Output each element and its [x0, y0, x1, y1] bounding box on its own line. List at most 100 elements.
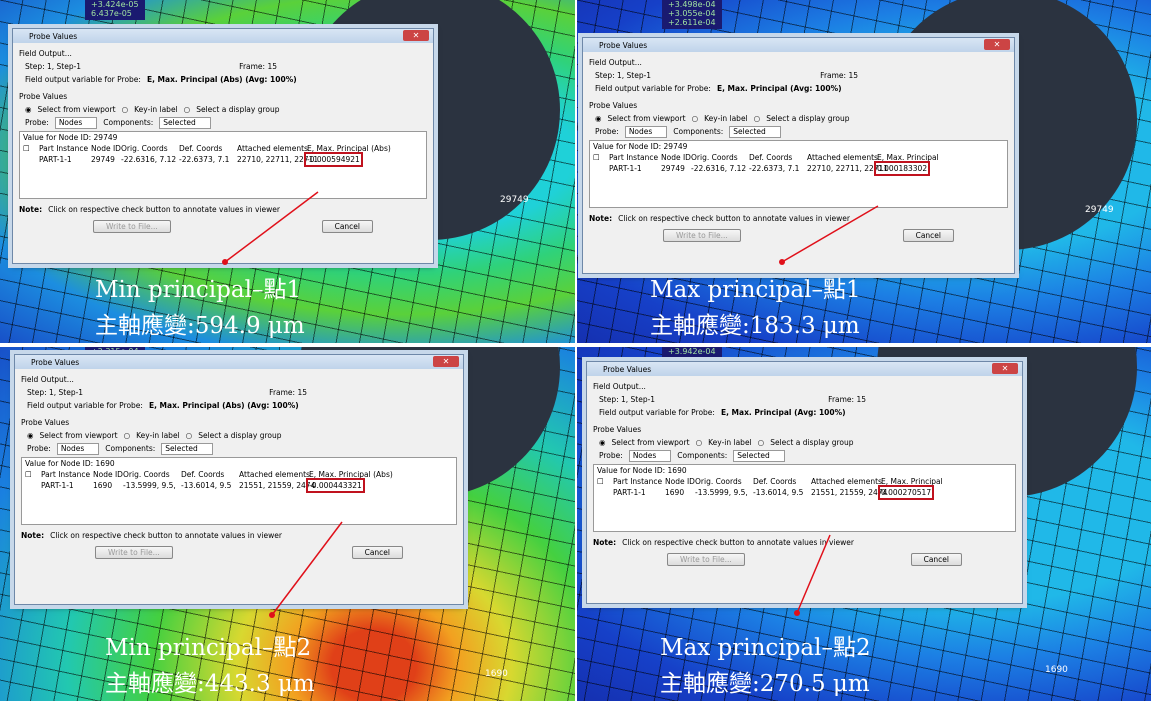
write-button[interactable]: Write to File...	[667, 553, 745, 566]
radio[interactable]: ○	[754, 112, 761, 125]
cell: -13.6014, 9.5	[181, 481, 239, 490]
components-combo[interactable]: Selected	[161, 443, 213, 455]
options: ◉ Select from viewport ○ Key-in label ○ Selec…	[593, 436, 1016, 449]
radio[interactable]: ○	[696, 436, 703, 449]
cell: -0.000443321	[309, 481, 362, 490]
write-button[interactable]: Write to File...	[93, 220, 171, 233]
checkbox[interactable]: ☐	[25, 470, 41, 479]
caption-line: 主軸應變:594.9 μm	[95, 308, 305, 343]
cancel-button[interactable]: Cancel	[911, 553, 962, 566]
cell: 29749	[91, 155, 121, 164]
close-button[interactable]: ✕	[992, 363, 1018, 374]
table-caption: Value for Node ID: 1690	[594, 465, 1015, 476]
variable: E, Max. Principal (Avg: 100%)	[721, 406, 846, 419]
radio[interactable]: ◉	[599, 436, 606, 449]
column-header: Attached elements	[239, 470, 309, 479]
step: Step: 1, Step-1	[27, 386, 83, 399]
components-combo[interactable]: Selected	[729, 126, 781, 138]
node-label: 1690	[485, 669, 508, 679]
probe-combo[interactable]: Nodes	[55, 117, 97, 129]
radio[interactable]: ○	[758, 436, 765, 449]
radio-label[interactable]: Key-in label	[708, 436, 752, 449]
cell: -22.6316, 7.12	[691, 164, 749, 173]
frame: Frame: 15	[269, 386, 307, 399]
probe-combo[interactable]: Nodes	[625, 126, 667, 138]
step: Step: 1, Step-1	[595, 69, 651, 82]
options: ◉ Select from viewport ○ Key-in label ○ Selec…	[589, 112, 1008, 125]
radio[interactable]: ◉	[25, 103, 32, 116]
checkbox[interactable]: ☐	[593, 153, 609, 162]
spacer	[597, 488, 613, 497]
radio[interactable]: ○	[124, 429, 131, 442]
column-header: Node ID	[661, 153, 691, 162]
probe-combo[interactable]: Nodes	[629, 450, 671, 462]
table-caption: Value for Node ID: 29749	[590, 141, 1007, 152]
radio-label[interactable]: Select from viewport	[608, 112, 686, 125]
radio[interactable]: ○	[186, 429, 193, 442]
close-button[interactable]: ✕	[984, 39, 1010, 50]
components-combo[interactable]: Selected	[159, 117, 211, 129]
dialog-title: Probe Values	[599, 41, 647, 50]
radio[interactable]: ◉	[595, 112, 602, 125]
checkbox[interactable]: ☐	[23, 144, 39, 153]
radio[interactable]: ○	[184, 103, 191, 116]
components-combo[interactable]: Selected	[733, 450, 785, 462]
radio-label[interactable]: Key-in label	[704, 112, 748, 125]
variable-line: Field output variable for Probe:E, Max. …	[19, 73, 427, 86]
cell: 29749	[661, 164, 691, 173]
write-button[interactable]: Write to File...	[95, 546, 173, 559]
spacer	[23, 155, 39, 164]
column-header: Node ID	[93, 470, 123, 479]
note-text: Click on respective check button to anno…	[622, 538, 854, 547]
radio-label[interactable]: Select a display group	[198, 429, 281, 442]
caption-line: 主軸應變:183.3 μm	[650, 308, 861, 343]
radio-label[interactable]: Key-in label	[134, 103, 178, 116]
write-button[interactable]: Write to File...	[663, 229, 741, 242]
radio-label[interactable]: Select from viewport	[612, 436, 690, 449]
title-bar: Probe Values✕	[15, 355, 463, 369]
caption: Max principal–點2主軸應變:270.5 μm	[660, 630, 871, 701]
column-header: Part Instance	[613, 477, 665, 486]
close-button[interactable]: ✕	[403, 30, 429, 41]
radio[interactable]: ○	[122, 103, 129, 116]
cancel-button[interactable]: Cancel	[352, 546, 403, 559]
section-label: Probe Values	[593, 423, 1016, 436]
cell: 22710, 22711, 22711	[237, 155, 307, 164]
probe-line: Probe:NodesComponents:Selected	[593, 449, 1016, 462]
radio[interactable]: ○	[692, 112, 699, 125]
cancel-button[interactable]: Cancel	[903, 229, 954, 242]
probe-dialog: Probe Values✕Field Output...Step: 1, Ste…	[586, 361, 1023, 604]
radio-label[interactable]: Select a display group	[196, 103, 279, 116]
close-button[interactable]: ✕	[433, 356, 459, 367]
probe-dialog: Probe Values✕Field Output...Step: 1, Ste…	[12, 28, 434, 264]
radio-label[interactable]: Select a display group	[770, 436, 853, 449]
variable-line: Field output variable for Probe:E, Max. …	[21, 399, 457, 412]
table-caption: Value for Node ID: 1690	[22, 458, 456, 469]
probe-label: Probe:	[25, 116, 49, 129]
radio-label[interactable]: Select a display group	[766, 112, 849, 125]
value-table: Value for Node ID: 1690☐Part InstanceNod…	[21, 457, 457, 525]
radio-label[interactable]: Select from viewport	[40, 429, 118, 442]
cell: -0.000594921	[307, 155, 360, 164]
caption-line: Min principal–點2	[105, 630, 315, 666]
radio-label[interactable]: Key-in label	[136, 429, 180, 442]
legend-value: +3.424e-05	[91, 0, 139, 9]
frame: Frame: 15	[820, 69, 858, 82]
cancel-button[interactable]: Cancel	[322, 220, 373, 233]
probe-combo[interactable]: Nodes	[57, 443, 99, 455]
radio[interactable]: ◉	[27, 429, 34, 442]
checkbox[interactable]: ☐	[597, 477, 613, 486]
components-label: Components:	[105, 442, 155, 455]
title-bar: Probe Values ✕	[583, 38, 1014, 52]
radio-label[interactable]: Select from viewport	[38, 103, 116, 116]
title-bar: Probe Values✕	[587, 362, 1022, 376]
legend-value: +2.611e-04	[668, 18, 716, 27]
table-header: ☐Part InstanceNode IDOrig. CoordsDef. Co…	[594, 476, 1015, 487]
note-text: Click on respective check button to anno…	[50, 531, 282, 540]
